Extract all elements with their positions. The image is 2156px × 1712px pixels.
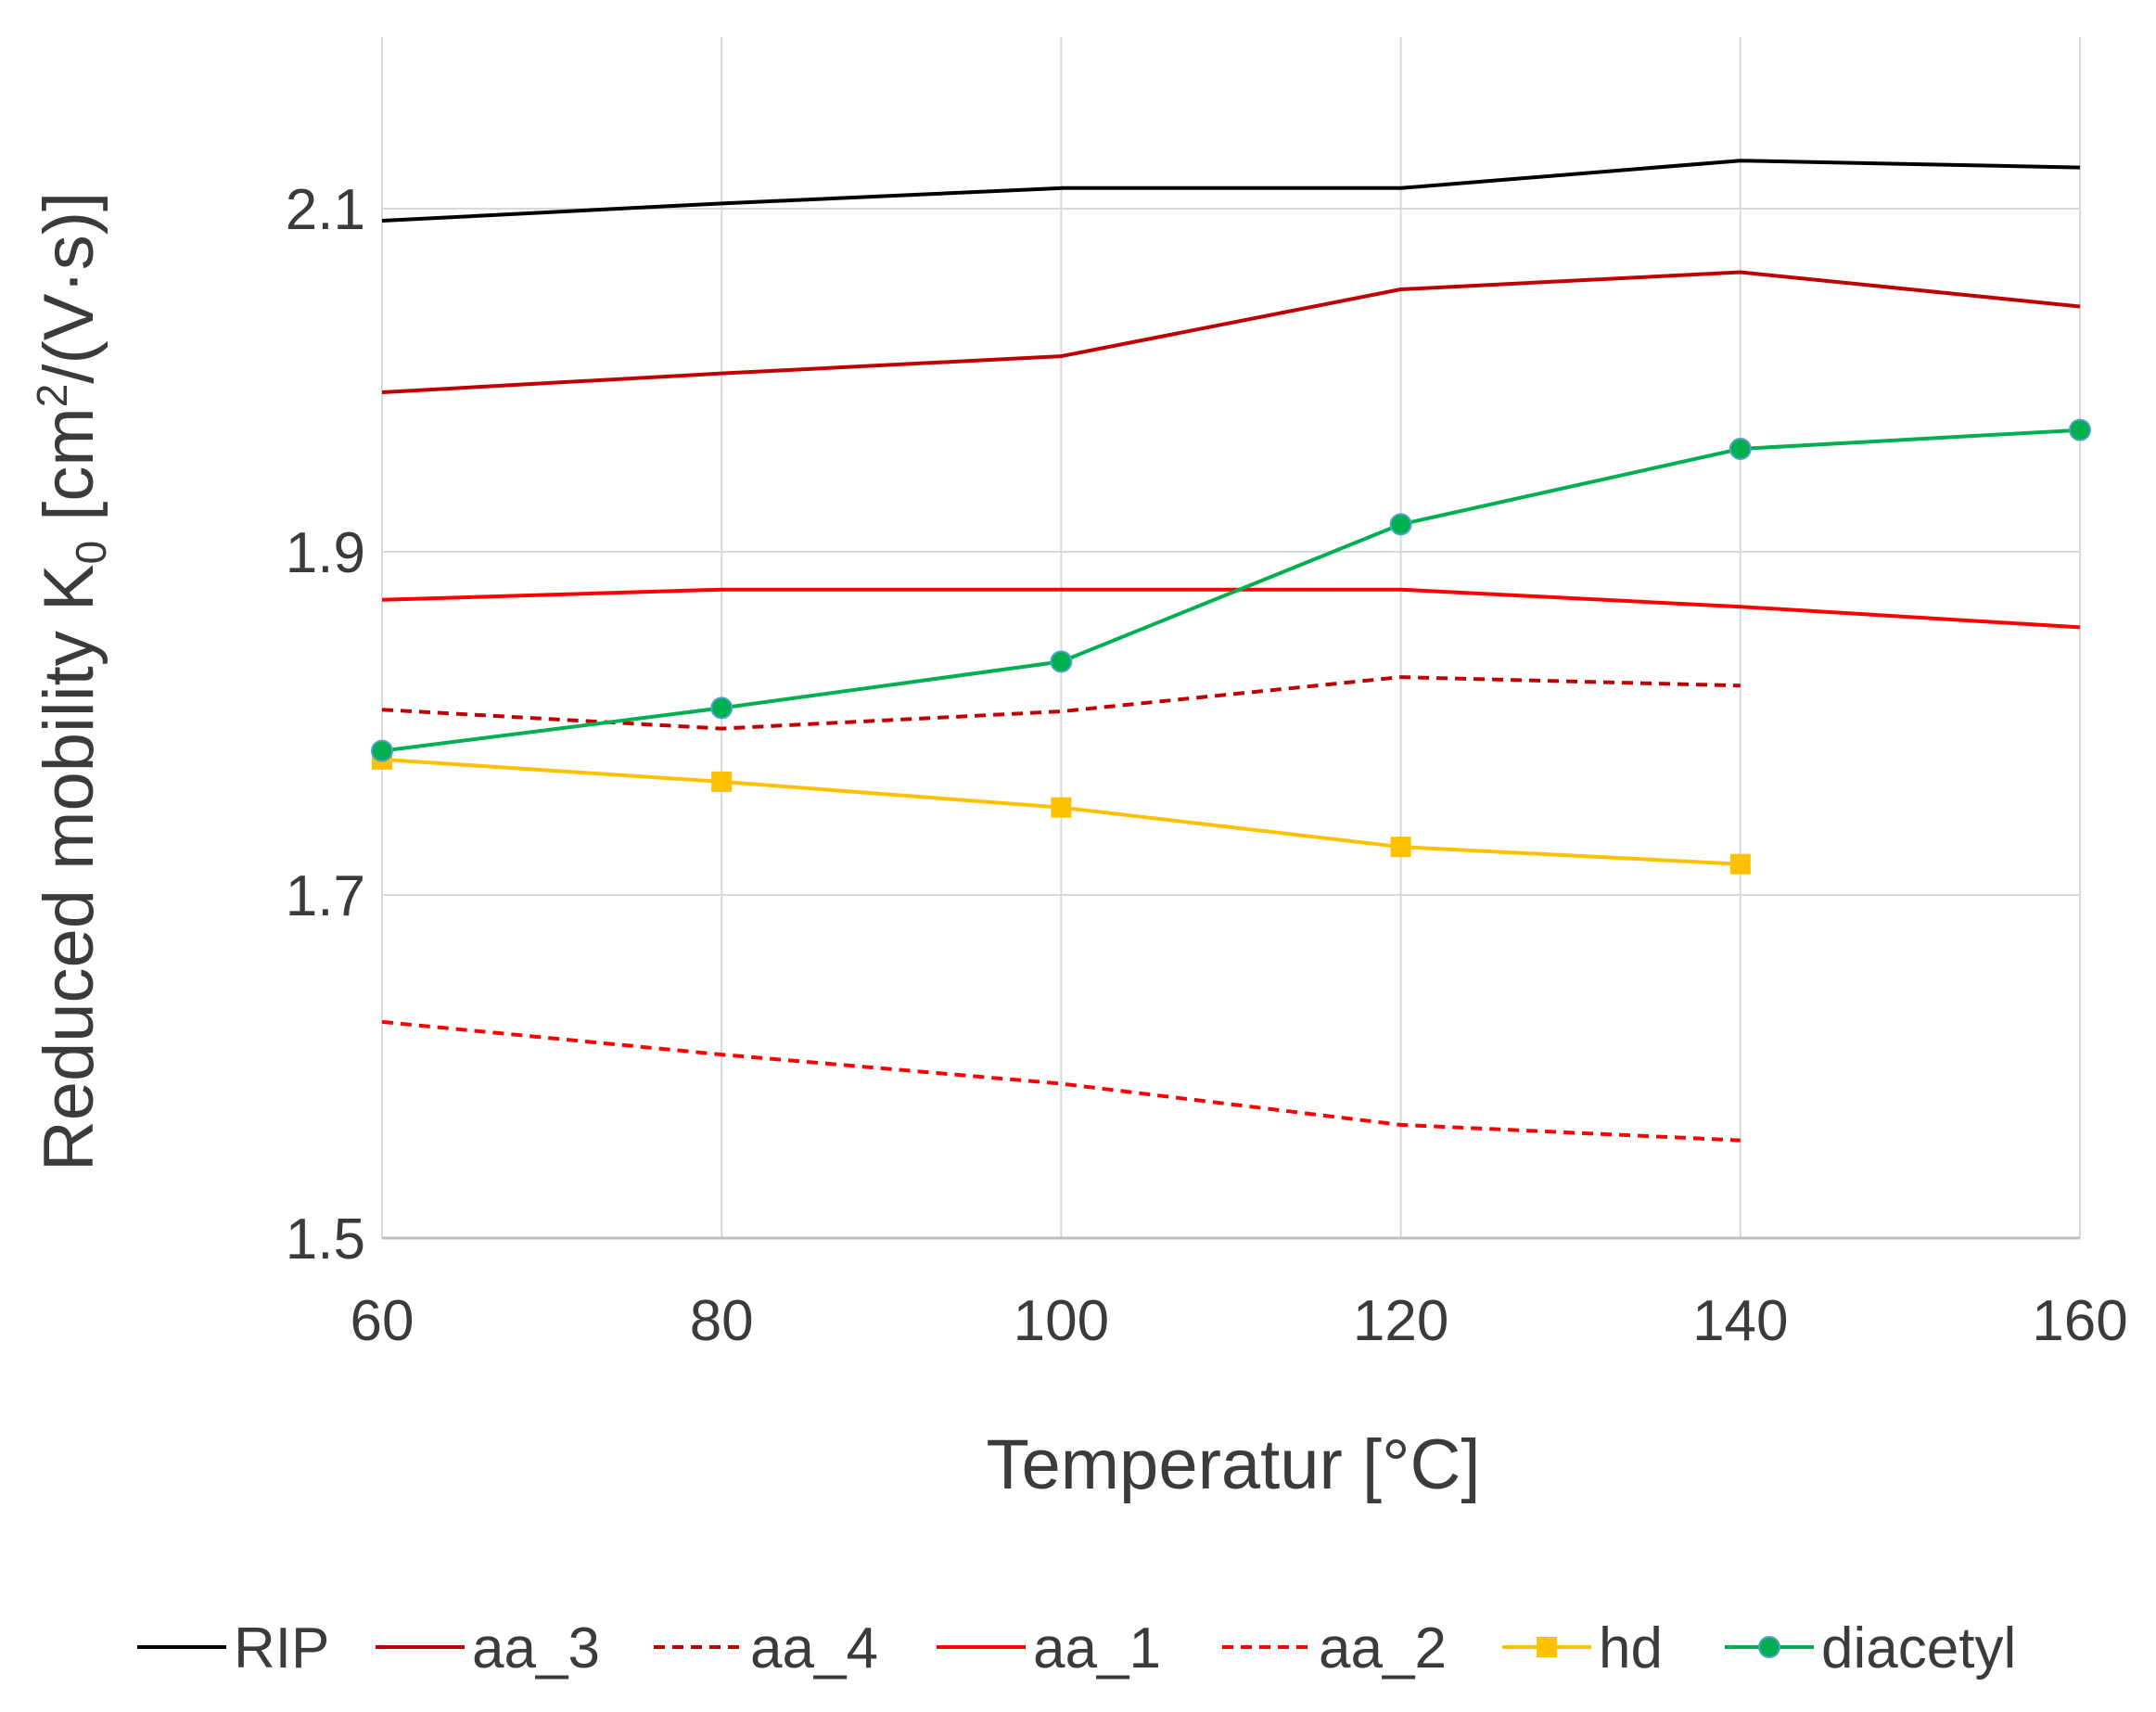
legend-marker-diacetyl: [1758, 1636, 1780, 1658]
y-tick-label: 1.5: [286, 1207, 365, 1271]
legend-label-RIP: RIP: [234, 1616, 329, 1680]
legend-label-aa_3: aa_3: [472, 1616, 600, 1680]
legend: RIP aa_3 aa_4 aa_1 aa_2 hd diacetyl: [137, 1616, 2016, 1680]
data-point-diacetyl: [1389, 513, 1412, 536]
x-axis-title: Temperatur [°C]: [986, 1425, 1480, 1504]
y-axis-title: Reduced mobility K0 [cm2/(V·s)]: [28, 192, 115, 1171]
x-tick-label: 80: [690, 1289, 754, 1353]
data-point-diacetyl: [1050, 650, 1073, 673]
legend-label-diacetyl: diacetyl: [1821, 1616, 2016, 1680]
series-line-RIP: [381, 159, 2081, 223]
data-point-hd: [1390, 837, 1411, 858]
x-tick-label: 100: [1014, 1289, 1109, 1353]
legend-label-aa_4: aa_4: [750, 1616, 878, 1680]
x-tick-label: 120: [1353, 1289, 1448, 1353]
data-point-hd: [1729, 853, 1751, 875]
data-point-diacetyl: [2069, 418, 2091, 441]
legend-label-aa_1: aa_1: [1033, 1616, 1161, 1680]
tick-label-layer: 60 80 100 120 140 160 1.5 1.7 1.9 2.1: [286, 178, 2128, 1353]
y-axis-title-superscript: 2: [28, 384, 76, 408]
y-tick-label: 1.9: [286, 521, 365, 585]
y-tick-label: 2.1: [286, 178, 365, 242]
series-layer: [371, 159, 2091, 1143]
data-point-diacetyl: [371, 739, 393, 762]
y-axis-title-subscript: 0: [67, 541, 115, 565]
x-tick-label: 140: [1692, 1289, 1788, 1353]
x-tick-label: 60: [351, 1289, 415, 1353]
legend-label-aa_2: aa_2: [1319, 1616, 1447, 1680]
grid-layer: [381, 37, 2081, 1238]
x-tick-label: 160: [2032, 1289, 2127, 1353]
y-tick-label: 1.7: [286, 864, 365, 928]
y-axis-title-unit-tail: /(V·s)]: [30, 192, 108, 384]
data-point-diacetyl: [710, 696, 734, 720]
y-axis-title-unit: [cm: [30, 407, 108, 541]
legend-label-hd: hd: [1599, 1616, 1663, 1680]
data-point-diacetyl: [1729, 438, 1752, 460]
series-line-aa_1: [381, 587, 2081, 630]
series-line-aa_2: [381, 1019, 1741, 1143]
series-line-aa_3: [381, 270, 2081, 394]
y-axis-title-main: Reduced mobility K: [30, 564, 108, 1171]
legend-marker-hd: [1537, 1637, 1557, 1657]
data-point-hd: [711, 771, 733, 792]
series-line-diacetyl: [381, 428, 2081, 753]
data-point-hd: [1051, 797, 1072, 818]
